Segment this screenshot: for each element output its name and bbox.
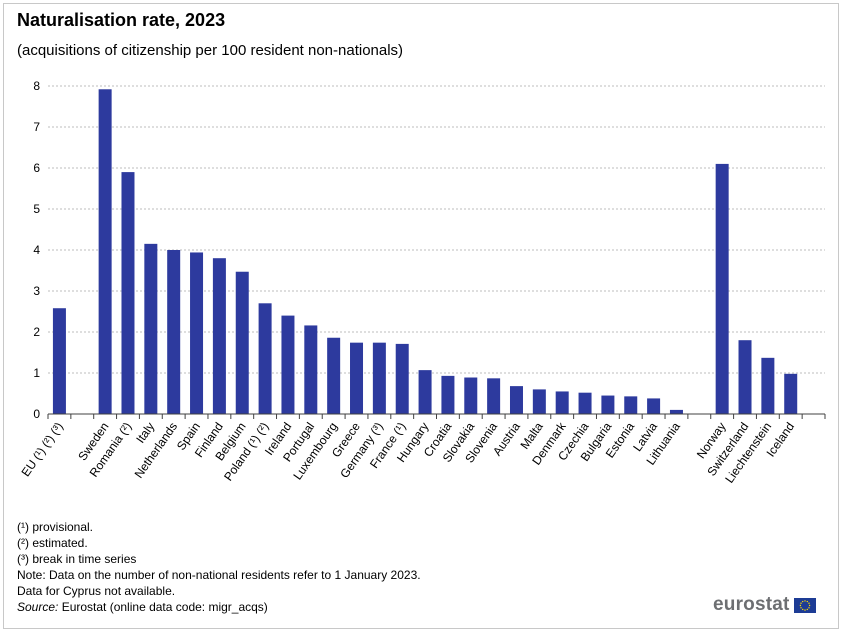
bar — [190, 252, 204, 414]
bar — [784, 373, 798, 414]
source-text: Eurostat (online data code: migr_acqs) — [58, 600, 268, 614]
eu-flag-icon — [793, 597, 816, 613]
bar — [647, 398, 661, 414]
x-category-label: EU (¹) (²) (³) — [18, 420, 65, 479]
footnote-estimated: (²) estimated. — [17, 536, 88, 550]
chart-subtitle: (acquisitions of citizenship per 100 res… — [17, 42, 404, 59]
flag-star — [808, 604, 810, 606]
chart-frame — [3, 3, 839, 629]
bar — [738, 340, 752, 414]
bar — [669, 409, 683, 414]
flag-star — [806, 600, 808, 602]
y-tick-label: 0 — [33, 407, 40, 421]
bar — [372, 342, 386, 414]
bar — [304, 325, 318, 414]
bar — [715, 163, 729, 414]
flag-star — [803, 608, 806, 611]
bar — [487, 378, 501, 414]
y-tick-label: 1 — [33, 366, 40, 380]
bar — [761, 357, 775, 414]
bar — [464, 377, 478, 414]
bar — [441, 375, 455, 414]
y-tick-label: 7 — [33, 120, 40, 134]
bar — [212, 258, 226, 414]
bar — [395, 343, 409, 414]
bar — [555, 391, 569, 414]
flag-star — [803, 599, 806, 602]
y-tick-label: 2 — [33, 325, 40, 339]
source-line: Source: Eurostat (online data code: migr… — [17, 599, 421, 615]
y-tick-label: 8 — [33, 79, 40, 93]
chart-title: Naturalisation rate, 2023 — [17, 10, 226, 30]
bar — [350, 342, 364, 414]
bar — [144, 243, 158, 414]
bar — [578, 392, 592, 414]
bar — [258, 303, 272, 414]
bar — [601, 395, 615, 414]
flag-star — [801, 608, 803, 610]
bar — [121, 172, 135, 414]
footnote-provisional: (¹) provisional. — [17, 520, 94, 534]
bar — [509, 386, 523, 414]
bar — [281, 315, 295, 414]
flag-star — [807, 606, 810, 608]
note-residents-reference-date: Note: Data on the number of non-national… — [17, 568, 421, 582]
flag-star — [807, 602, 810, 604]
bar — [235, 271, 249, 414]
eurostat-logo-text: eurostat — [713, 594, 790, 615]
note-cyprus-not-available: Data for Cyprus not available. — [17, 584, 176, 598]
eurostat-logo: eurostat — [713, 594, 816, 616]
footnote-break-in-series: (³) break in time series — [17, 552, 137, 566]
y-tick-label: 4 — [33, 243, 40, 257]
flag-star — [799, 606, 802, 608]
flag-star — [799, 604, 801, 606]
y-tick-label: 3 — [33, 284, 40, 298]
bar — [624, 396, 638, 414]
bar — [327, 337, 341, 414]
bar — [98, 89, 112, 414]
source-label: Source: — [17, 600, 59, 614]
flag-star — [799, 602, 802, 604]
bar — [532, 389, 546, 414]
footnotes: (¹) provisional. (²) estimated. (³) brea… — [17, 519, 421, 615]
flag-star — [806, 608, 808, 610]
bar — [52, 308, 66, 414]
y-tick-label: 6 — [33, 161, 40, 175]
y-tick-label: 5 — [33, 202, 40, 216]
bar — [167, 250, 181, 414]
flag-star — [801, 600, 803, 602]
bar — [418, 370, 432, 414]
